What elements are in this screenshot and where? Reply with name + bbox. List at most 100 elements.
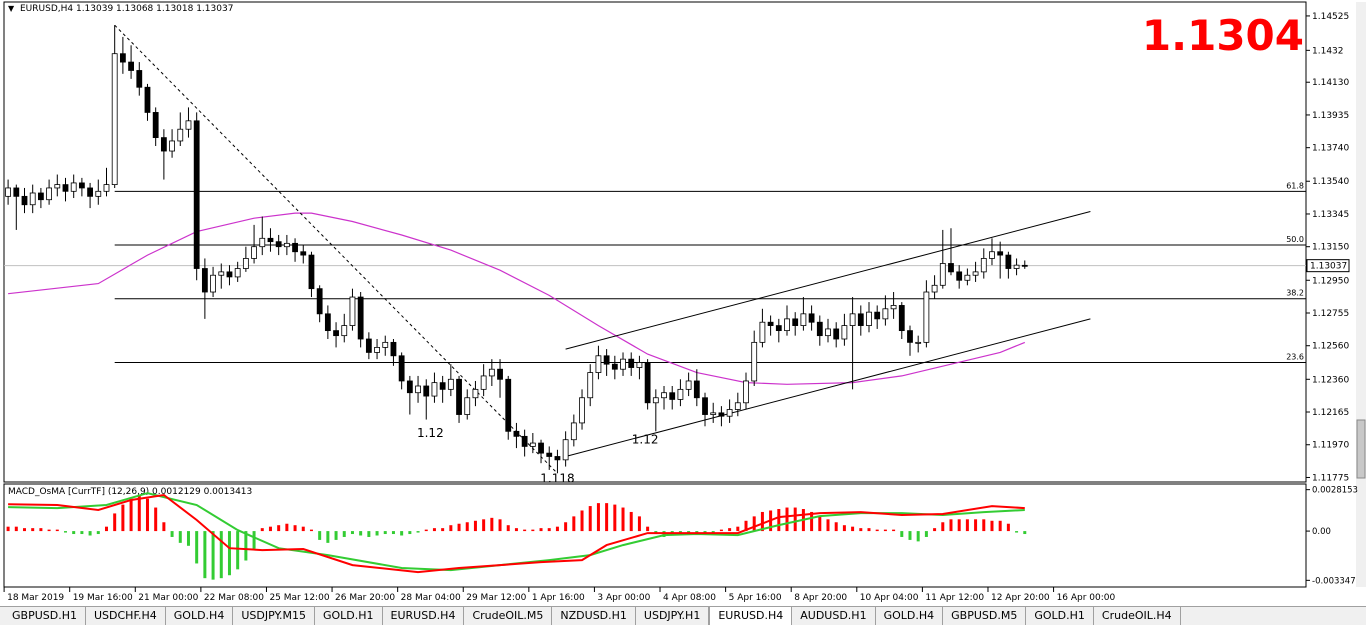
candle-body: [743, 380, 749, 404]
histogram-bar: [301, 526, 305, 532]
chart-tab[interactable]: GOLD.H4: [876, 607, 944, 625]
candle-body: [464, 397, 471, 415]
histogram-bar: [982, 519, 986, 532]
chart-tab[interactable]: GOLD.H1: [1026, 607, 1094, 625]
candle-body: [144, 86, 151, 113]
x-tick-label: 18 Mar 2019: [7, 593, 64, 603]
candle-body: [792, 318, 799, 326]
histogram-bar: [1015, 531, 1019, 533]
histogram-bar: [6, 526, 10, 532]
histogram-bar: [818, 516, 822, 532]
chart-tab[interactable]: EURUSD.H4: [709, 607, 793, 625]
chart-tab[interactable]: AUDUSD.H1: [792, 607, 876, 625]
scrollbar[interactable]: [1356, 2, 1366, 587]
candle-body: [538, 442, 544, 454]
trend-line: [565, 318, 1091, 457]
x-tick-label: 26 Mar 20:00: [335, 593, 395, 603]
candle-body: [242, 258, 249, 269]
candle-body: [447, 378, 454, 390]
candle-body: [95, 190, 102, 197]
candle-body: [29, 192, 36, 206]
candle-body: [923, 291, 930, 343]
histogram-bar: [293, 525, 297, 532]
histogram-bar: [318, 531, 322, 540]
chart-tab[interactable]: GBPUSD.H1: [4, 607, 86, 625]
y-tick-label: 1.13540: [1312, 177, 1349, 187]
current-price-box: [1306, 259, 1350, 273]
histogram-bar: [203, 531, 207, 579]
chart-tab[interactable]: EURUSD.H4: [383, 607, 465, 625]
x-tick-label: 22 Mar 08:00: [204, 593, 264, 603]
histogram-bar: [22, 528, 26, 532]
chart-tab[interactable]: USDJPY.M15: [233, 607, 315, 625]
histogram-bar: [875, 529, 879, 532]
histogram-bar: [834, 522, 838, 532]
candle-body: [529, 442, 536, 447]
histogram-bar: [162, 522, 166, 532]
candle-body: [234, 268, 241, 278]
candle-body: [210, 274, 216, 293]
chart-tab[interactable]: GOLD.H1: [315, 607, 383, 625]
candle-body: [751, 341, 758, 382]
fib-label: 38.2: [1286, 289, 1304, 298]
candle-body: [562, 439, 569, 461]
candle-body: [652, 397, 659, 404]
candle-body: [989, 251, 995, 259]
chart-tab[interactable]: USDJPY.H1: [636, 607, 710, 625]
chart-tab[interactable]: GOLD.H4: [166, 607, 234, 625]
histogram-bar: [933, 528, 937, 532]
candle-body: [915, 341, 922, 344]
candle-body: [677, 388, 684, 400]
histogram-bar: [55, 529, 59, 532]
histogram-bar: [646, 526, 650, 532]
histogram-bar: [457, 523, 461, 532]
y-tick-label: 1.12165: [1312, 408, 1349, 418]
chart-tab[interactable]: NZDUSD.H1: [552, 607, 636, 625]
histogram-bar: [859, 528, 863, 532]
menu-arrow[interactable]: ▼: [8, 4, 15, 13]
candle-body: [406, 380, 413, 394]
histogram-bar: [391, 531, 395, 535]
y-tick-label: 1.13150: [1312, 243, 1349, 253]
candle-body: [152, 112, 159, 139]
histogram-bar: [39, 528, 43, 532]
candle-body: [767, 321, 774, 326]
candle-body: [226, 271, 233, 278]
chart-tab[interactable]: CrudeOIL.M5: [464, 607, 553, 625]
candle-body: [587, 372, 594, 399]
candle-body: [111, 53, 118, 186]
histogram-bar: [260, 528, 264, 532]
x-tick-label: 29 Mar 12:00: [466, 593, 526, 603]
candle-body: [513, 430, 520, 437]
fib-label: 23.6: [1286, 353, 1304, 362]
candle-body: [702, 397, 708, 415]
candle-body: [177, 128, 184, 142]
histogram-bar: [867, 528, 871, 532]
candle-body: [841, 325, 848, 340]
histogram-bar: [219, 531, 223, 579]
y-tick-label: 1.12950: [1312, 276, 1349, 286]
annotation: 1.118: [540, 471, 574, 485]
chart-tab[interactable]: GBPUSD.M5: [943, 607, 1027, 625]
candle-body: [595, 355, 602, 373]
histogram-bar: [851, 526, 855, 532]
chart-tabs: GBPUSD.H1 USDCHF.H4 GOLD.H4 USDJPY.M15 GOLD.…: [0, 606, 1366, 625]
candle-body: [415, 385, 421, 394]
candle-body: [726, 409, 733, 417]
histogram-bar: [244, 531, 248, 561]
chart-tab[interactable]: USDCHF.H4: [86, 607, 166, 625]
candle-body: [964, 274, 971, 281]
candle-body: [833, 328, 840, 340]
chart-tab[interactable]: CrudeOIL.H4: [1094, 607, 1181, 625]
histogram-bar: [687, 531, 691, 533]
candle-body: [816, 321, 823, 337]
candle-body: [1021, 264, 1028, 267]
y-tick-label: -0.003347: [1312, 576, 1356, 586]
scrollbar-thumb[interactable]: [1356, 419, 1366, 479]
histogram-bar: [523, 529, 527, 532]
y-tick-label: 1.13740: [1312, 144, 1349, 154]
histogram-bar: [744, 520, 748, 532]
fib-label: 50.0: [1286, 235, 1304, 244]
histogram-bar: [424, 529, 428, 532]
candle-body: [603, 355, 610, 365]
